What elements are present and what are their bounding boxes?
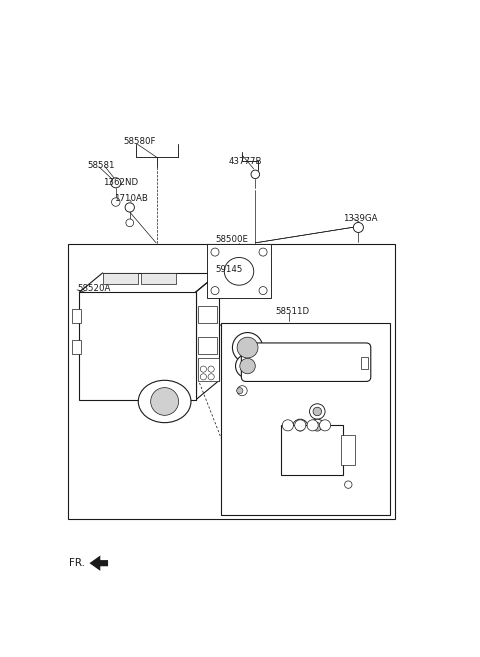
Text: 1710AB: 1710AB bbox=[114, 194, 148, 203]
Circle shape bbox=[200, 374, 206, 380]
Text: 58531A: 58531A bbox=[283, 346, 317, 354]
Circle shape bbox=[111, 198, 120, 206]
Circle shape bbox=[211, 286, 219, 294]
Circle shape bbox=[236, 354, 260, 378]
Circle shape bbox=[282, 420, 293, 431]
Text: 58672: 58672 bbox=[325, 424, 352, 434]
Text: 58500E: 58500E bbox=[215, 235, 248, 244]
Circle shape bbox=[237, 388, 243, 394]
Circle shape bbox=[295, 420, 306, 431]
Text: 58581: 58581 bbox=[87, 160, 115, 170]
Circle shape bbox=[307, 420, 318, 431]
Circle shape bbox=[251, 170, 260, 179]
Bar bbox=[72, 309, 81, 323]
Circle shape bbox=[237, 337, 258, 358]
Text: FR.: FR. bbox=[69, 558, 85, 568]
Circle shape bbox=[320, 420, 331, 431]
Text: 58525A: 58525A bbox=[292, 457, 326, 466]
Bar bbox=[72, 340, 81, 353]
Text: 58535: 58535 bbox=[268, 392, 295, 401]
Circle shape bbox=[240, 358, 255, 374]
Ellipse shape bbox=[138, 380, 191, 422]
Circle shape bbox=[259, 248, 267, 256]
Bar bbox=[207, 244, 271, 298]
Bar bbox=[360, 357, 369, 369]
Circle shape bbox=[259, 286, 267, 294]
Text: 58672: 58672 bbox=[258, 424, 285, 434]
Circle shape bbox=[310, 419, 325, 434]
Text: 58520A: 58520A bbox=[77, 284, 110, 293]
Bar bbox=[142, 273, 176, 284]
Circle shape bbox=[126, 219, 133, 227]
Bar bbox=[221, 323, 390, 516]
Polygon shape bbox=[89, 555, 108, 571]
Circle shape bbox=[232, 332, 263, 363]
Circle shape bbox=[125, 203, 134, 212]
FancyBboxPatch shape bbox=[241, 343, 371, 382]
Circle shape bbox=[310, 404, 325, 419]
Text: 58672: 58672 bbox=[325, 411, 352, 420]
Text: 59145: 59145 bbox=[215, 265, 242, 273]
Bar bbox=[79, 292, 196, 400]
Circle shape bbox=[345, 481, 352, 488]
Bar bbox=[198, 357, 219, 380]
Circle shape bbox=[353, 223, 363, 233]
Bar bbox=[198, 306, 217, 323]
Text: 58580F: 58580F bbox=[123, 137, 156, 147]
Text: 1362ND: 1362ND bbox=[103, 178, 138, 187]
Circle shape bbox=[237, 386, 247, 396]
Circle shape bbox=[313, 422, 322, 431]
Circle shape bbox=[208, 366, 214, 373]
Circle shape bbox=[313, 407, 322, 416]
Circle shape bbox=[296, 422, 304, 431]
Bar bbox=[68, 244, 395, 519]
Text: 1339GA: 1339GA bbox=[343, 214, 377, 223]
Bar bbox=[103, 273, 137, 284]
Bar bbox=[198, 337, 217, 353]
Circle shape bbox=[208, 374, 214, 380]
Bar bbox=[281, 425, 343, 476]
Circle shape bbox=[200, 366, 206, 373]
Bar bbox=[340, 434, 355, 465]
Circle shape bbox=[111, 178, 121, 188]
Text: 43777B: 43777B bbox=[229, 157, 263, 166]
Ellipse shape bbox=[224, 258, 254, 285]
Text: 58511D: 58511D bbox=[276, 307, 310, 316]
Circle shape bbox=[211, 248, 219, 256]
Circle shape bbox=[292, 419, 308, 434]
Circle shape bbox=[151, 388, 179, 415]
